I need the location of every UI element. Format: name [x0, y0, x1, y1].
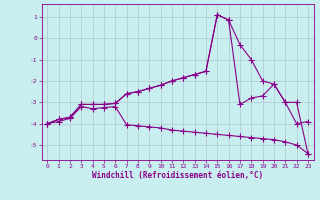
X-axis label: Windchill (Refroidissement éolien,°C): Windchill (Refroidissement éolien,°C) [92, 171, 263, 180]
